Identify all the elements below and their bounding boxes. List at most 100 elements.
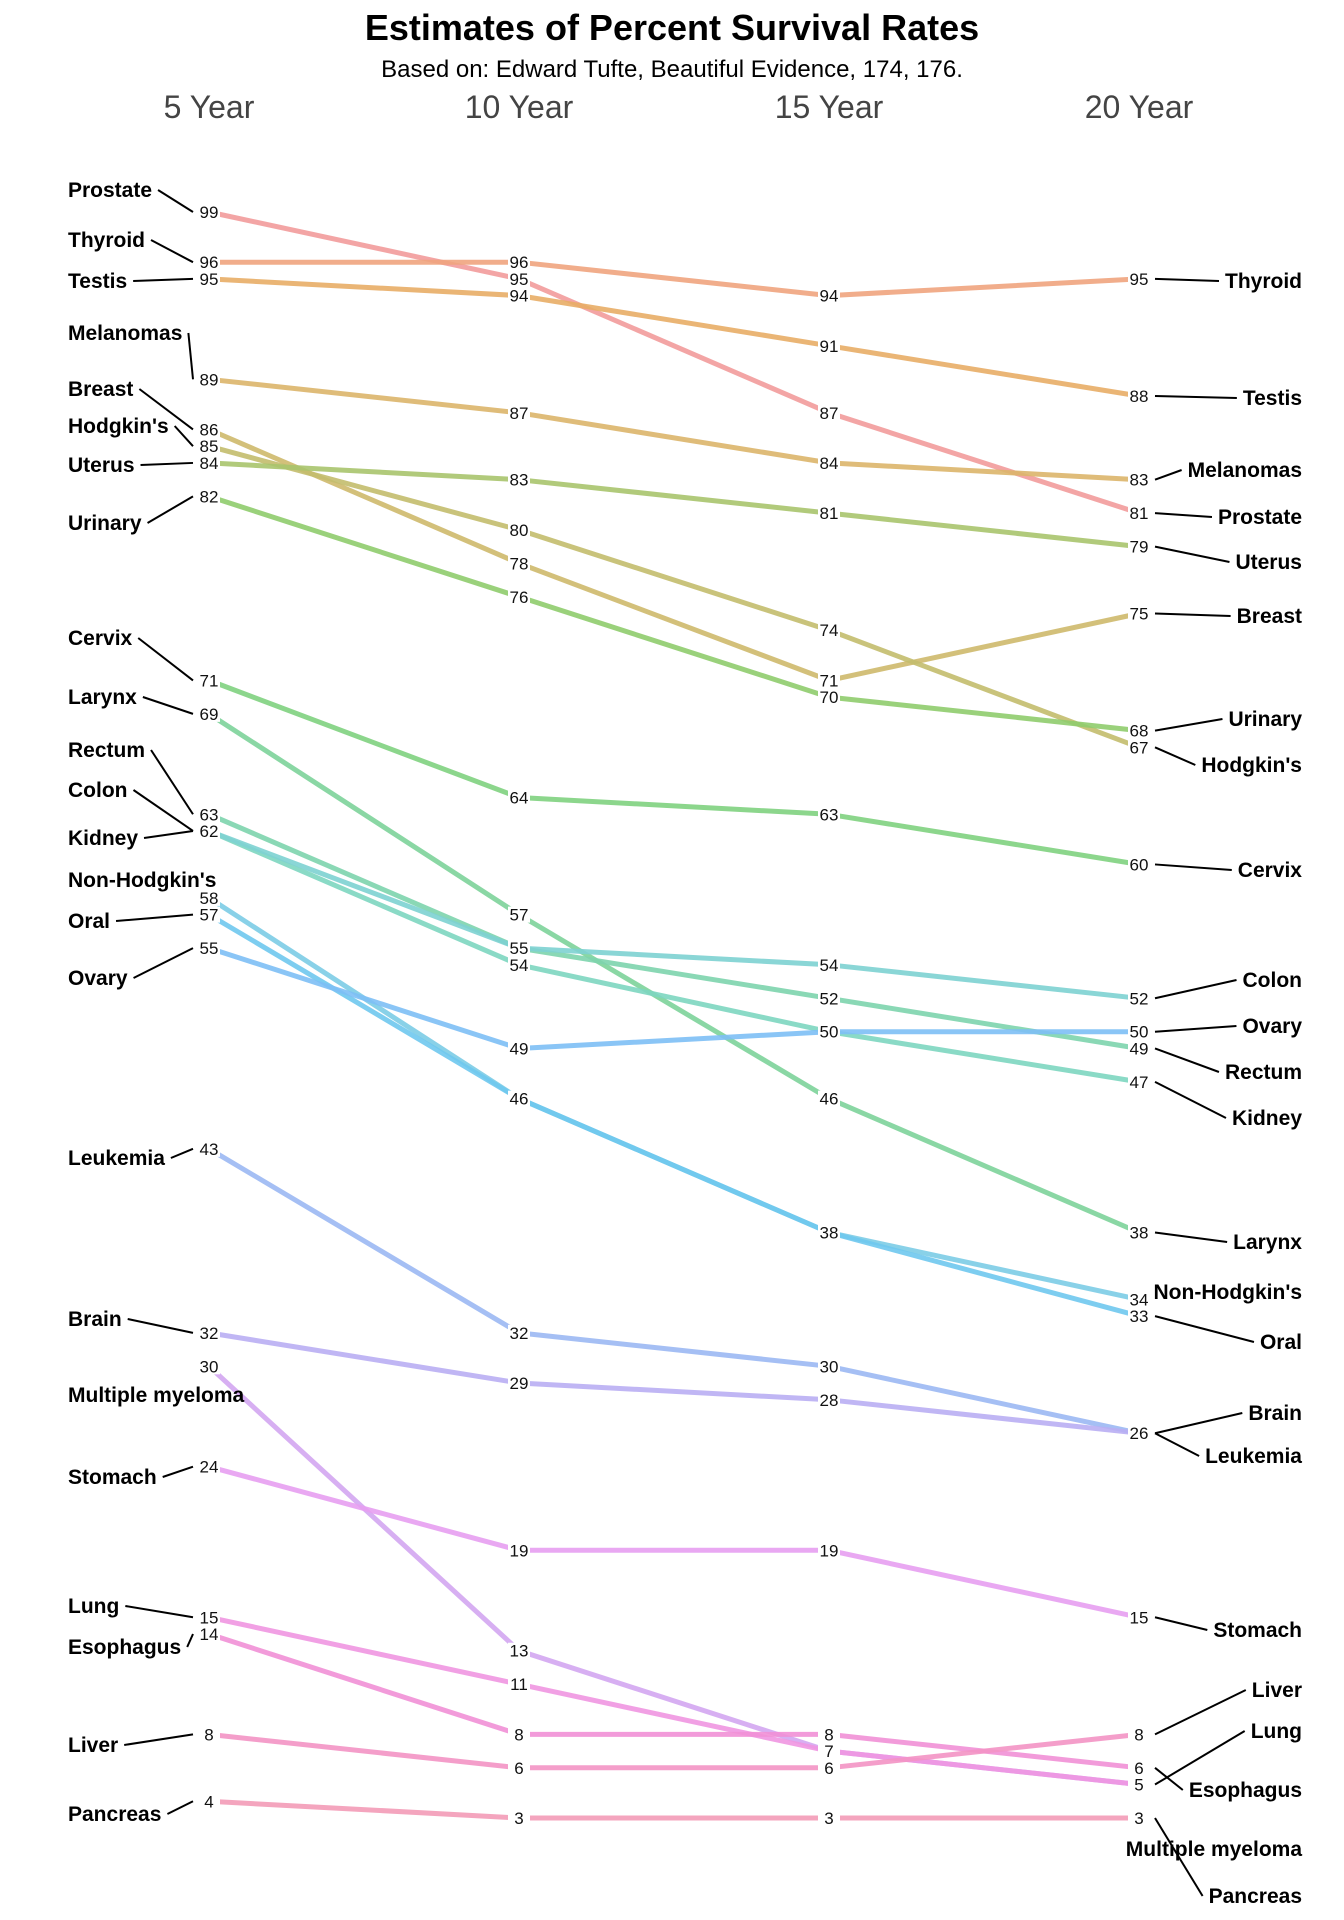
value-label-larynx-20-year: 38: [1130, 1223, 1149, 1242]
value-label-liver-20-year: 8: [1134, 1725, 1143, 1744]
column-header-5-year: 5 Year: [164, 89, 255, 125]
series-line-liver: [206, 1731, 1142, 1771]
value-label-bg: [508, 588, 530, 605]
left-label-larynx: Larynx: [68, 686, 137, 709]
value-label-bg: [1128, 739, 1150, 756]
value-label-bg: [1128, 270, 1150, 287]
value-label-leukemia-10-year: 32: [510, 1324, 529, 1343]
right-leader-thyroid: [1154, 277, 1220, 282]
value-label-bg: [198, 940, 220, 957]
column-header-20-year: 20 Year: [1085, 89, 1194, 125]
value-label-testis-15-year: 91: [820, 337, 839, 356]
value-label-uterus-15-year: 81: [820, 504, 839, 523]
left-leader-oral: [115, 913, 194, 922]
value-label-testis-10-year: 94: [510, 287, 529, 306]
value-label-bg: [1128, 856, 1150, 873]
right-label-hodgkin-s: Hodgkin's: [1201, 754, 1302, 777]
right-leader-urinary: [1154, 718, 1223, 732]
value-label-larynx-5-year: 69: [200, 705, 219, 724]
value-label-bg: [198, 1793, 220, 1810]
value-label-bg: [508, 254, 530, 271]
value-label-bg: [198, 906, 220, 923]
value-label-thyroid-20-year: 95: [1130, 270, 1149, 289]
value-label-bg: [818, 1391, 840, 1408]
value-label-bg: [198, 371, 220, 388]
value-label-uterus-20-year: 79: [1130, 538, 1149, 557]
value-label-uterus-10-year: 83: [510, 471, 529, 490]
value-label-bg: [508, 1759, 530, 1776]
left-label-melanomas: Melanomas: [68, 322, 182, 345]
value-label-esophagus-20-year: 6: [1134, 1759, 1143, 1778]
value-label-oral-5-year: 57: [200, 906, 219, 925]
value-label-bg: [1128, 471, 1150, 488]
value-label-multiple-myeloma-15-year: 7: [824, 1742, 833, 1761]
left-leader-rectum: [150, 749, 194, 815]
right-label-testis: Testis: [1243, 387, 1302, 410]
left-label-urinary: Urinary: [68, 512, 142, 535]
left-label-liver: Liver: [68, 1734, 118, 1757]
right-leader-pancreas: [1154, 1817, 1204, 1897]
right-label-leukemia: Leukemia: [1205, 1445, 1302, 1468]
left-label-lung: Lung: [68, 1595, 119, 1618]
value-label-cervix-10-year: 64: [510, 789, 529, 808]
left-leader-esophagus: [186, 1633, 194, 1648]
value-label-stomach-10-year: 19: [510, 1541, 529, 1560]
value-label-liver-5-year: 8: [204, 1725, 213, 1744]
left-label-oral: Oral: [68, 910, 110, 933]
value-label-bg: [508, 1090, 530, 1107]
value-label-colon-20-year: 52: [1130, 989, 1149, 1008]
series-line-brain: [206, 1330, 1142, 1436]
left-label-testis: Testis: [68, 270, 127, 293]
series-line-stomach: [206, 1464, 1142, 1620]
left-leader-thyroid: [150, 239, 194, 264]
left-label-cervix: Cervix: [68, 627, 133, 650]
value-label-bg: [508, 287, 530, 304]
left-label-non-hodgkin-s: Non-Hodgkin's: [68, 869, 216, 892]
right-leader-brain: [1154, 1412, 1243, 1435]
series-line-lung: [206, 1614, 1142, 1787]
value-label-prostate-20-year: 81: [1130, 504, 1149, 523]
value-label-bg: [508, 1375, 530, 1392]
value-label-bg: [818, 337, 840, 354]
series-line-prostate: [206, 209, 1142, 516]
right-leader-esophagus: [1154, 1767, 1184, 1791]
right-leader-prostate: [1154, 512, 1213, 518]
right-leader-larynx: [1154, 1231, 1228, 1243]
right-leader-melanomas: [1154, 469, 1182, 481]
value-label-lung-5-year: 15: [200, 1608, 219, 1627]
series-line-melanomas: [206, 376, 1142, 483]
left-leader-brain: [127, 1318, 194, 1334]
value-label-bg: [198, 806, 220, 823]
value-label-bg: [818, 1224, 840, 1241]
value-label-esophagus-5-year: 14: [200, 1625, 219, 1644]
value-label-brain-5-year: 32: [200, 1324, 219, 1343]
value-label-non-hodgkin-s-20-year: 34: [1130, 1290, 1149, 1309]
right-label-thyroid: Thyroid: [1225, 270, 1302, 293]
value-label-bg: [818, 1358, 840, 1375]
series-lines: [206, 209, 1142, 1821]
series-line-colon: [206, 828, 1142, 1001]
right-label-uterus: Uterus: [1235, 551, 1302, 574]
value-label-multiple-myeloma-10-year: 13: [510, 1642, 529, 1661]
column-header-15-year: 15 Year: [775, 89, 884, 125]
left-label-ovary: Ovary: [68, 967, 128, 990]
left-label-thyroid: Thyroid: [68, 229, 145, 252]
right-label-ovary: Ovary: [1242, 1015, 1302, 1038]
value-label-esophagus-10-year: 8: [514, 1725, 523, 1744]
series-line-uterus: [206, 460, 1142, 550]
right-leader-breast: [1154, 612, 1231, 617]
left-label-leukemia: Leukemia: [68, 1147, 165, 1170]
left-label-kidney: Kidney: [68, 827, 138, 850]
chart-title: Estimates of Percent Survival Rates: [365, 7, 979, 48]
value-label-bg: [508, 956, 530, 973]
value-label-leukemia-15-year: 30: [820, 1357, 839, 1376]
value-label-bg: [198, 672, 220, 689]
value-label-cervix-20-year: 60: [1130, 855, 1149, 874]
series-line-ovary: [206, 945, 1142, 1051]
value-label-bg: [818, 689, 840, 706]
value-label-hodgkin-s-10-year: 80: [510, 521, 529, 540]
value-label-rectum-20-year: 49: [1130, 1039, 1149, 1058]
value-label-bg: [1128, 990, 1150, 1007]
value-label-larynx-15-year: 46: [820, 1090, 839, 1109]
